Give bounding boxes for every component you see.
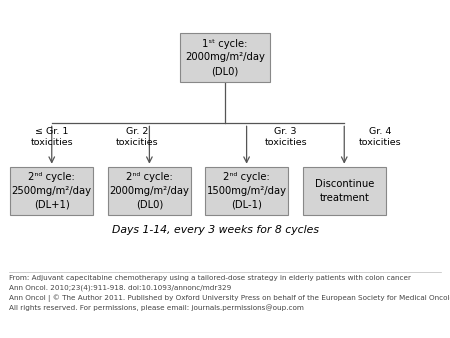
FancyBboxPatch shape: [108, 167, 191, 215]
Text: Days 1-14, every 3 weeks for 8 cycles: Days 1-14, every 3 weeks for 8 cycles: [112, 225, 320, 235]
Text: 2ⁿᵈ cycle:
2500mg/m²/day
(DL+1): 2ⁿᵈ cycle: 2500mg/m²/day (DL+1): [12, 172, 92, 210]
FancyBboxPatch shape: [302, 167, 386, 215]
FancyBboxPatch shape: [10, 167, 94, 215]
Text: Gr. 2
toxicities: Gr. 2 toxicities: [116, 127, 158, 147]
Text: Ann Oncol | © The Author 2011. Published by Oxford University Press on behalf of: Ann Oncol | © The Author 2011. Published…: [9, 294, 450, 302]
Text: 1ˢᵗ cycle:
2000mg/m²/day
(DL0): 1ˢᵗ cycle: 2000mg/m²/day (DL0): [185, 39, 265, 76]
Text: Ann Oncol. 2010;23(4):911-918. doi:10.1093/annonc/mdr329: Ann Oncol. 2010;23(4):911-918. doi:10.10…: [9, 285, 231, 291]
Text: 2ⁿᵈ cycle:
1500mg/m²/day
(DL-1): 2ⁿᵈ cycle: 1500mg/m²/day (DL-1): [207, 172, 287, 210]
Text: Gr. 4
toxicities: Gr. 4 toxicities: [359, 127, 401, 147]
FancyBboxPatch shape: [180, 33, 270, 82]
Text: Discontinue
treatment: Discontinue treatment: [315, 179, 374, 203]
Text: All rights reserved. For permissions, please email: journals.permissions@oup.com: All rights reserved. For permissions, pl…: [9, 304, 304, 311]
Text: Gr. 3
toxicities: Gr. 3 toxicities: [265, 127, 307, 147]
Text: ≤ Gr. 1
toxicities: ≤ Gr. 1 toxicities: [31, 127, 73, 147]
FancyBboxPatch shape: [205, 167, 288, 215]
Text: From: Adjuvant capecitabine chemotherapy using a tailored-dose strategy in elder: From: Adjuvant capecitabine chemotherapy…: [9, 275, 411, 282]
Text: 2ⁿᵈ cycle:
2000mg/m²/day
(DL0): 2ⁿᵈ cycle: 2000mg/m²/day (DL0): [109, 172, 189, 210]
